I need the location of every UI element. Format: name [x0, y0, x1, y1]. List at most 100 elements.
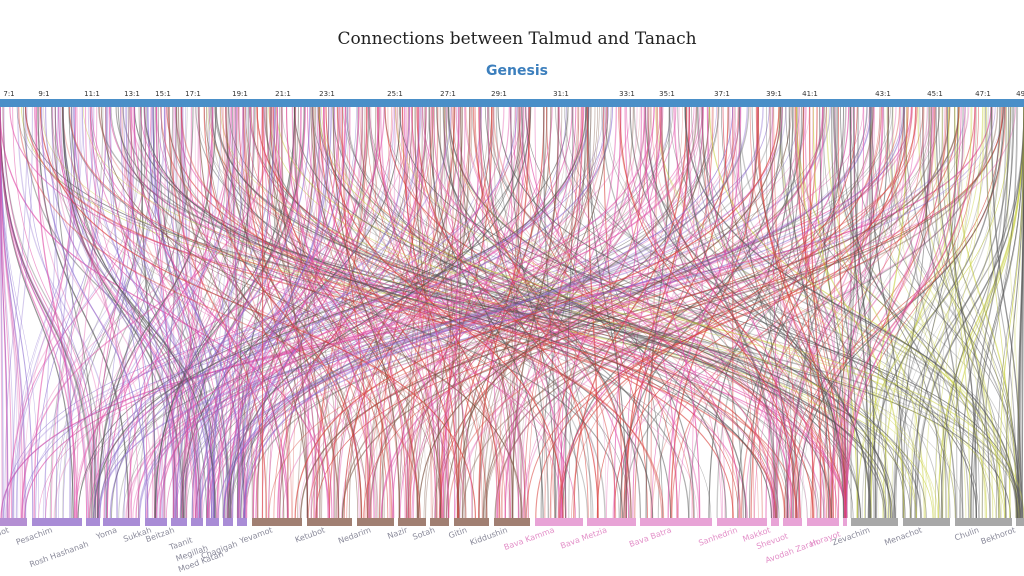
connection-link[interactable]	[691, 106, 709, 519]
connection-link[interactable]	[275, 106, 376, 519]
connection-link[interactable]	[207, 106, 1017, 519]
connection-link[interactable]	[51, 106, 460, 519]
connection-link[interactable]	[623, 106, 992, 519]
connection-link[interactable]	[294, 106, 742, 519]
connection-link[interactable]	[256, 106, 289, 519]
connection-link[interactable]	[100, 106, 523, 519]
connection-link[interactable]	[423, 106, 527, 519]
connection-link[interactable]	[773, 106, 797, 519]
connection-link[interactable]	[407, 106, 592, 519]
connection-link[interactable]	[833, 106, 970, 519]
connection-link[interactable]	[496, 106, 934, 519]
connection-link[interactable]	[177, 106, 285, 519]
connection-link[interactable]	[315, 106, 1004, 519]
connection-link[interactable]	[769, 106, 794, 519]
connection-link[interactable]	[941, 106, 1012, 519]
connection-link[interactable]	[959, 106, 1007, 519]
connection-link[interactable]	[269, 106, 443, 519]
connection-link[interactable]	[206, 106, 495, 519]
connection-link[interactable]	[684, 106, 1018, 519]
connection-link[interactable]	[954, 106, 1017, 519]
connection-link[interactable]	[830, 106, 976, 519]
connection-link[interactable]	[891, 106, 950, 519]
connection-link[interactable]	[276, 106, 375, 519]
connection-link[interactable]	[865, 106, 873, 519]
connection-link[interactable]	[647, 106, 797, 519]
connection-link[interactable]	[732, 106, 846, 519]
connection-link[interactable]	[903, 106, 1021, 519]
connection-link[interactable]	[180, 106, 663, 519]
connection-link[interactable]	[678, 106, 853, 519]
connection-link[interactable]	[940, 106, 1015, 519]
connection-link[interactable]	[24, 106, 778, 519]
tractate-bar-nedarim[interactable]	[357, 518, 394, 526]
connection-link[interactable]	[454, 106, 460, 519]
connection-link[interactable]	[650, 106, 658, 519]
connection-link[interactable]	[435, 106, 470, 519]
connection-link[interactable]	[995, 106, 1024, 519]
connection-link[interactable]	[226, 106, 254, 519]
connection-link[interactable]	[494, 106, 951, 519]
connection-link[interactable]	[73, 106, 213, 519]
connection-link[interactable]	[25, 106, 1011, 519]
connection-link[interactable]	[16, 106, 1021, 519]
connection-link[interactable]	[696, 106, 845, 519]
connection-link[interactable]	[38, 106, 369, 519]
connection-link[interactable]	[203, 106, 363, 519]
connection-link[interactable]	[54, 106, 97, 519]
connection-link[interactable]	[883, 106, 1021, 519]
connection-link[interactable]	[84, 106, 132, 519]
connection-link[interactable]	[937, 106, 1024, 519]
connection-link[interactable]	[59, 106, 196, 519]
connection-link[interactable]	[864, 106, 984, 519]
connection-link[interactable]	[238, 106, 316, 519]
connection-link[interactable]	[586, 106, 722, 519]
connection-link[interactable]	[133, 106, 289, 519]
connection-link[interactable]	[342, 106, 1007, 519]
connection-link[interactable]	[596, 106, 858, 519]
connection-link[interactable]	[669, 106, 1024, 519]
connection-link[interactable]	[279, 106, 324, 519]
connection-link[interactable]	[236, 106, 380, 519]
connection-link[interactable]	[428, 106, 544, 519]
connection-link[interactable]	[182, 106, 240, 519]
connection-link[interactable]	[202, 106, 868, 519]
connection-link[interactable]	[286, 106, 395, 519]
connection-link[interactable]	[751, 106, 890, 519]
connection-link[interactable]	[727, 106, 922, 519]
connection-link[interactable]	[474, 106, 589, 519]
tractate-bar-taanit[interactable]	[191, 518, 203, 526]
connection-link[interactable]	[613, 106, 642, 519]
connection-link[interactable]	[792, 106, 839, 519]
connection-link[interactable]	[223, 106, 783, 519]
tractate-bar-bava-metzia[interactable]	[587, 518, 636, 526]
connection-link[interactable]	[409, 106, 439, 519]
connection-link[interactable]	[163, 106, 263, 519]
connection-link[interactable]	[929, 106, 980, 519]
connection-link[interactable]	[557, 106, 883, 519]
connection-link[interactable]	[478, 106, 563, 519]
connection-link[interactable]	[659, 106, 801, 519]
connection-link[interactable]	[306, 106, 450, 519]
connection-link[interactable]	[485, 106, 635, 519]
connection-link[interactable]	[416, 106, 599, 519]
connection-link[interactable]	[411, 106, 440, 519]
connection-link[interactable]	[206, 106, 939, 519]
tractate-bar-megillah[interactable]	[206, 518, 219, 526]
connection-link[interactable]	[487, 106, 560, 519]
connection-link[interactable]	[925, 106, 972, 519]
connection-link[interactable]	[160, 106, 442, 519]
connection-link[interactable]	[37, 106, 130, 519]
tractate-bar-berakhot[interactable]	[0, 518, 27, 526]
connection-link[interactable]	[243, 106, 553, 519]
connection-link[interactable]	[61, 106, 184, 519]
connection-link[interactable]	[68, 106, 207, 519]
connection-link[interactable]	[122, 106, 894, 519]
connection-link[interactable]	[845, 106, 962, 519]
connection-link[interactable]	[243, 106, 283, 519]
connection-link[interactable]	[172, 106, 239, 519]
connection-link[interactable]	[135, 106, 655, 519]
connection-link[interactable]	[225, 106, 512, 519]
connection-link[interactable]	[773, 106, 925, 519]
connection-link[interactable]	[298, 106, 449, 519]
